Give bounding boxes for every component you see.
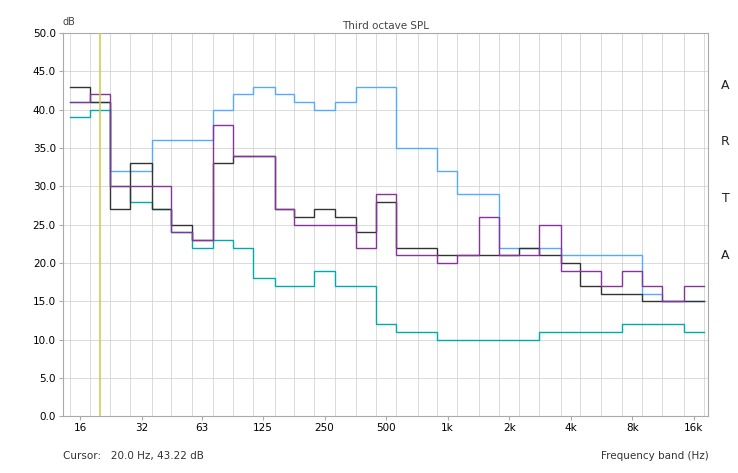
Text: A: A [721,249,730,262]
Text: R: R [721,135,730,149]
Text: Cursor:   20.0 Hz, 43.22 dB: Cursor: 20.0 Hz, 43.22 dB [63,451,204,461]
Text: Frequency band (Hz): Frequency band (Hz) [601,451,708,461]
Text: T: T [722,192,729,205]
Text: A: A [721,79,730,92]
Title: Third octave SPL: Third octave SPL [342,21,429,31]
Text: dB: dB [63,18,75,27]
